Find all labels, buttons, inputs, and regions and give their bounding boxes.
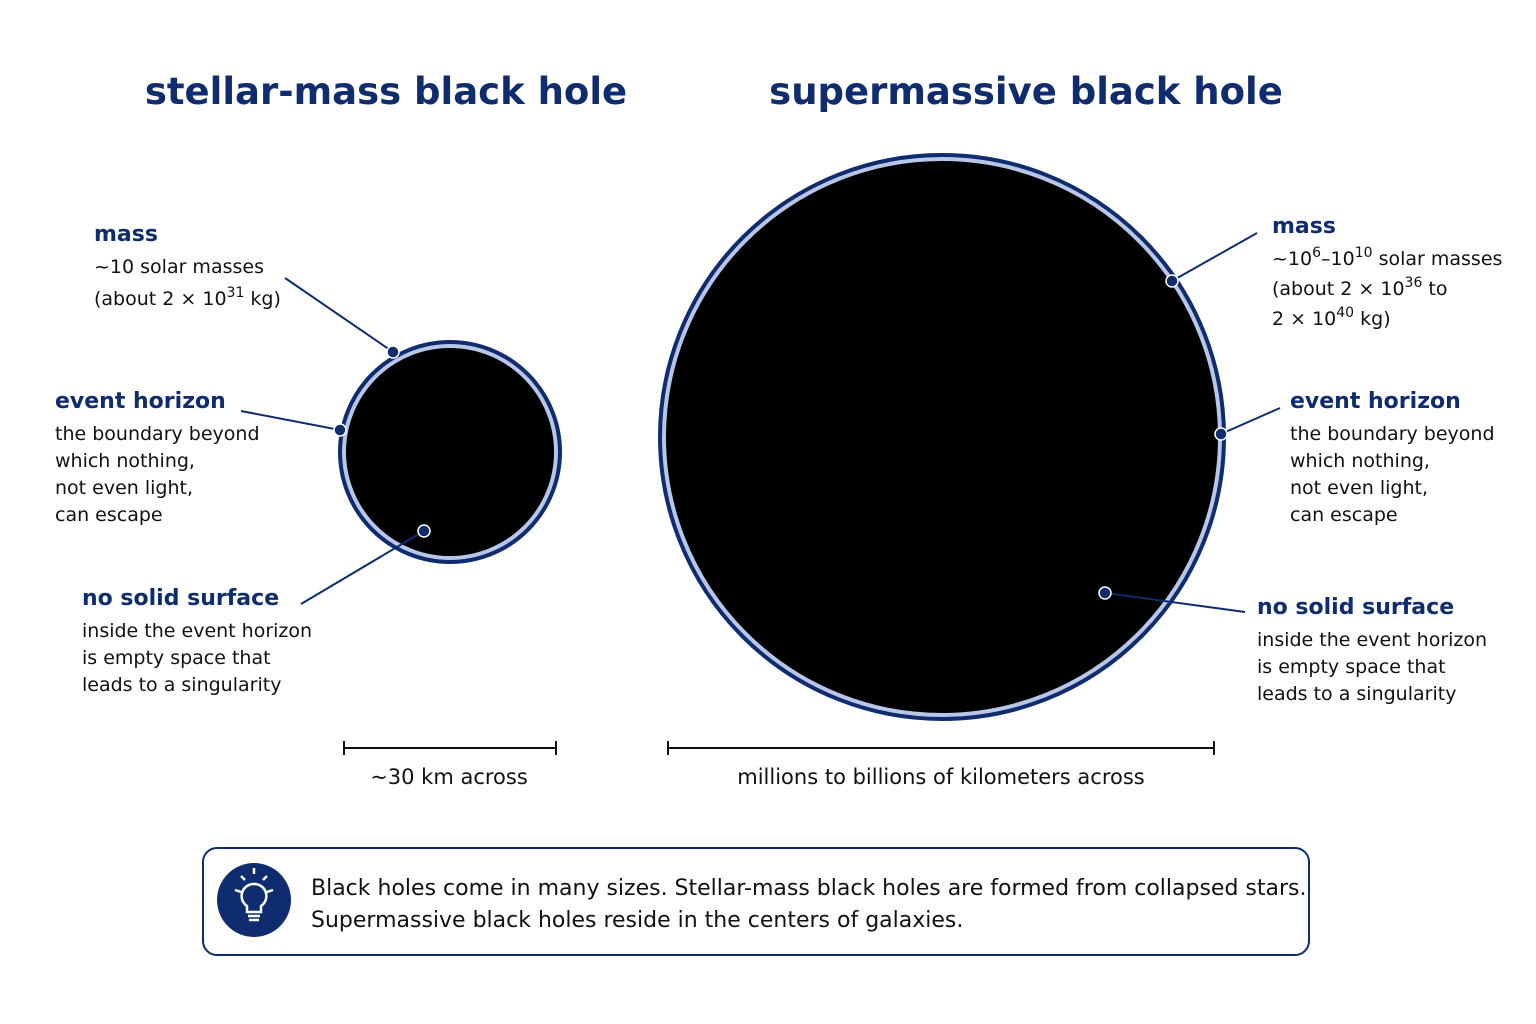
panel-title: supermassive black hole bbox=[769, 70, 1283, 113]
text-segment: –10 bbox=[1321, 248, 1355, 270]
annotation-text: (about 2 × 1031 kg) bbox=[94, 285, 281, 310]
text-segment: inside the event horizon bbox=[82, 620, 312, 642]
annotation-text: which nothing, bbox=[1290, 450, 1430, 472]
content: stellar-mass black hole mass ~10 solar mas… bbox=[55, 70, 1502, 789]
annotation-text: is empty space that bbox=[1257, 656, 1446, 678]
text-segment: not even light, bbox=[1290, 477, 1428, 499]
annotation-heading: no solid surface bbox=[82, 586, 279, 611]
text-segment: which nothing, bbox=[55, 450, 195, 472]
text-segment: is empty space that bbox=[1257, 656, 1446, 678]
text-segment: can escape bbox=[1290, 504, 1398, 526]
leader-line bbox=[1171, 232, 1258, 282]
text-segment: ~10 bbox=[1272, 248, 1312, 270]
annotation-text: ~10 solar masses bbox=[94, 256, 264, 278]
annotation-heading: event horizon bbox=[1290, 389, 1461, 414]
note-box bbox=[202, 847, 1310, 956]
leader-line bbox=[300, 530, 425, 605]
leader-dot bbox=[386, 345, 400, 359]
superscript: 6 bbox=[1312, 245, 1321, 261]
annotation-text: ~106–1010 solar masses bbox=[1272, 245, 1502, 270]
annotation-text: not even light, bbox=[1290, 477, 1428, 499]
annotation-text: which nothing, bbox=[55, 450, 195, 472]
leader-dot bbox=[1098, 586, 1112, 600]
leader-dot bbox=[1214, 427, 1228, 441]
leader-line bbox=[284, 277, 394, 353]
text-segment: ~10 solar masses bbox=[94, 256, 264, 278]
annotation-text: not even light, bbox=[55, 477, 193, 499]
text-segment: (about 2 × 10 bbox=[94, 288, 227, 310]
annotation-heading: no solid surface bbox=[1257, 595, 1454, 620]
text-segment: the boundary beyond bbox=[1290, 423, 1495, 445]
leader-dot bbox=[333, 423, 347, 437]
lightbulb-icon bbox=[217, 863, 291, 937]
leader-line bbox=[1220, 407, 1281, 435]
scale-label: millions to billions of kilometers acros… bbox=[737, 765, 1144, 789]
text-segment: kg) bbox=[1354, 308, 1391, 330]
annotation-heading: mass bbox=[94, 222, 158, 247]
annotation-text: the boundary beyond bbox=[1290, 423, 1495, 445]
black-hole bbox=[338, 340, 562, 564]
superscript: 31 bbox=[227, 285, 245, 301]
superscript: 40 bbox=[1336, 305, 1354, 321]
annotation-text: can escape bbox=[1290, 504, 1398, 526]
annotation-text: inside the event horizon bbox=[1257, 629, 1487, 651]
text-segment: leads to a singularity bbox=[1257, 683, 1456, 705]
annotation-text: inside the event horizon bbox=[82, 620, 312, 642]
annotation-heading: mass bbox=[1272, 214, 1336, 239]
panel-title: stellar-mass black hole bbox=[145, 70, 627, 113]
text-segment: leads to a singularity bbox=[82, 674, 281, 696]
event-horizon-ring bbox=[342, 344, 558, 560]
text-segment: solar masses bbox=[1373, 248, 1503, 270]
annotation-text: is empty space that bbox=[82, 647, 271, 669]
annotation-text: the boundary beyond bbox=[55, 423, 260, 445]
annotation-text: can escape bbox=[55, 504, 163, 526]
superscript: 36 bbox=[1405, 275, 1423, 291]
annotation-text: (about 2 × 1036 to bbox=[1272, 275, 1448, 300]
annotation-text: leads to a singularity bbox=[82, 674, 281, 696]
text-segment: kg) bbox=[244, 288, 281, 310]
text-segment: can escape bbox=[55, 504, 163, 526]
text-segment: which nothing, bbox=[1290, 450, 1430, 472]
text-segment: (about 2 × 10 bbox=[1272, 278, 1405, 300]
annotation-text: 2 × 1040 kg) bbox=[1272, 305, 1391, 330]
scale-label: ~30 km across bbox=[370, 765, 528, 789]
text-segment: inside the event horizon bbox=[1257, 629, 1487, 651]
leader-line bbox=[1104, 592, 1246, 613]
leader-line bbox=[240, 410, 341, 431]
annotation-text: leads to a singularity bbox=[1257, 683, 1456, 705]
text-segment: is empty space that bbox=[82, 647, 271, 669]
text-segment: the boundary beyond bbox=[55, 423, 260, 445]
note-text: Supermassive black holes reside in the c… bbox=[311, 908, 963, 933]
text-segment: to bbox=[1422, 278, 1447, 300]
annotation-heading: event horizon bbox=[55, 389, 226, 414]
leader-dot bbox=[1165, 274, 1179, 288]
leader-dot bbox=[417, 524, 431, 538]
text-segment: 2 × 10 bbox=[1272, 308, 1336, 330]
text-segment: not even light, bbox=[55, 477, 193, 499]
note-text: Black holes come in many sizes. Stellar-… bbox=[311, 876, 1307, 901]
superscript: 10 bbox=[1355, 245, 1373, 261]
